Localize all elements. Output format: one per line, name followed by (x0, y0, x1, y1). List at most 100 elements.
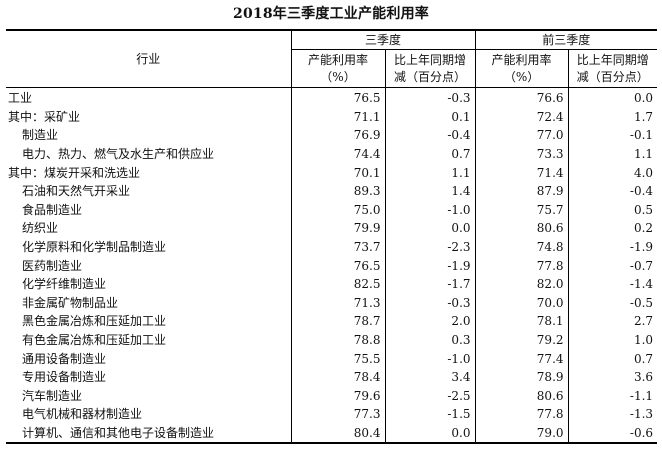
cell-first3-change: -1.9 (567, 237, 658, 257)
cell-first3-rate: 79.0 (474, 423, 569, 445)
cell-q3-rate: 71.3 (290, 293, 385, 313)
cell-first3-change: 0.2 (567, 219, 658, 238)
cell-industry-name: 非金属矿物制品业 (22, 295, 119, 310)
cell-q3-rate: 82.5 (290, 274, 385, 294)
table-row: 非金属矿物制品业 71.3 -0.3 70.0 -0.5 (6, 293, 658, 313)
cell-q3-rate: 80.4 (290, 423, 385, 445)
cell-first3-change: -1.1 (567, 386, 658, 406)
cell-first3-change: 1.1 (567, 144, 658, 164)
cell-industry-name: 其中：煤炭开采和洗选业 (8, 165, 141, 180)
cell-first3-change: 2.7 (567, 312, 658, 331)
cell-q3-change: -1.7 (384, 274, 476, 294)
cell-first3-change: 3.6 (567, 367, 658, 387)
cell-q3-rate: 75.0 (290, 200, 385, 220)
cell-q3-rate: 75.5 (290, 349, 385, 368)
cell-industry-name: 化学原料和化学制品制造业 (22, 240, 167, 255)
table-row: 化学纤维制造业 82.5 -1.7 82.0 -1.4 (6, 274, 658, 294)
cell-industry-name: 工业 (8, 91, 33, 106)
table-row: 化学原料和化学制品制造业 73.7 -2.3 74.8 -1.9 (6, 237, 658, 257)
cell-q3-change: 0.0 (384, 423, 476, 445)
cell-q3-change: -1.0 (384, 349, 476, 368)
cell-q3-change: 0.3 (384, 330, 476, 350)
cell-first3-change: -0.7 (567, 256, 658, 275)
cell-q3-rate: 71.1 (290, 107, 385, 127)
cell-q3-rate: 78.8 (290, 330, 385, 350)
cell-q3-change: -2.3 (384, 237, 476, 257)
cell-q3-rate: 89.3 (290, 181, 385, 201)
cell-q3-rate: 76.5 (290, 256, 385, 275)
cell-q3-change: 0.1 (384, 107, 476, 127)
table-row: 电气机械和器材制造业 77.3 -1.5 77.8 -1.3 (6, 405, 658, 424)
header-q3: 三季度 (290, 29, 476, 50)
header-first3: 前三季度 (474, 29, 658, 50)
cell-industry-name: 石油和天然气开采业 (22, 184, 131, 199)
cell-first3-rate: 75.7 (474, 200, 569, 220)
table-row: 有色金属冶炼和压延加工业 78.8 0.3 79.2 1.0 (6, 330, 658, 350)
cell-first3-rate: 73.3 (474, 144, 569, 164)
cell-q3-rate: 74.4 (290, 144, 385, 164)
capacity-utilization-table: 行业 三季度 前三季度 产能利用率 （%） 比上年同期增 减（百分点） 产能利用… (6, 29, 658, 445)
table-row: 计算机、通信和其他电子设备制造业 80.4 0.0 79.0 -0.6 (6, 423, 658, 445)
table-row: 电力、热力、燃气及水生产和供应业 74.4 0.7 73.3 1.1 (6, 144, 658, 164)
cell-q3-change: 0.7 (384, 144, 476, 164)
cell-industry-name: 电气机械和器材制造业 (22, 407, 143, 422)
cell-industry-name: 制造业 (22, 128, 59, 143)
cell-first3-rate: 76.6 (474, 87, 569, 108)
header-first3-change-line2: 减（百分点） (576, 69, 649, 84)
cell-q3-rate: 79.6 (290, 386, 385, 406)
cell-q3-change: 1.1 (384, 163, 476, 182)
table-row: 汽车制造业 79.6 -2.5 80.6 -1.1 (6, 386, 658, 406)
header-industry: 行业 (6, 29, 291, 88)
cell-first3-rate: 77.0 (474, 126, 569, 145)
cell-first3-rate: 77.8 (474, 256, 569, 275)
cell-industry-name: 黑色金属冶炼和压延加工业 (22, 314, 167, 329)
header-q3-change-line2: 减（百分点） (394, 69, 467, 84)
cell-first3-rate: 77.4 (474, 349, 569, 368)
header-q3-change-line1: 比上年同期增 (394, 52, 467, 67)
cell-q3-change: -1.9 (384, 256, 476, 275)
cell-q3-rate: 76.5 (290, 87, 385, 108)
cell-q3-change: 1.4 (384, 181, 476, 201)
header-first3-rate-line2: （%） (503, 69, 540, 84)
cell-first3-change: -1.3 (567, 405, 658, 424)
table-row: 工业 76.5 -0.3 76.6 0.0 (6, 87, 658, 108)
table-row: 制造业 76.9 -0.4 77.0 -0.1 (6, 126, 658, 145)
cell-industry-name: 汽车制造业 (22, 388, 83, 403)
cell-q3-rate: 79.9 (290, 219, 385, 238)
cell-first3-rate: 87.9 (474, 181, 569, 201)
table-title: 2018年三季度工业产能利用率 (233, 6, 429, 22)
cell-first3-rate: 82.0 (474, 274, 569, 294)
cell-q3-change: -1.0 (384, 200, 476, 220)
header-q3-change: 比上年同期增 减（百分点） (384, 49, 476, 88)
cell-q3-rate: 78.4 (290, 367, 385, 387)
header-first3-change: 比上年同期增 减（百分点） (567, 49, 658, 88)
cell-q3-change: -0.3 (384, 293, 476, 313)
table-row: 通用设备制造业 75.5 -1.0 77.4 0.7 (6, 349, 658, 368)
table-row: 纺织业 79.9 0.0 80.6 0.2 (6, 219, 658, 238)
cell-q3-rate: 78.7 (290, 312, 385, 331)
cell-q3-rate: 70.1 (290, 163, 385, 182)
table-row: 食品制造业 75.0 -1.0 75.7 0.5 (6, 200, 658, 220)
cell-first3-change: -0.1 (567, 126, 658, 145)
table-row: 医药制造业 76.5 -1.9 77.8 -0.7 (6, 256, 658, 275)
cell-first3-change: -1.4 (567, 274, 658, 294)
cell-industry-name: 计算机、通信和其他电子设备制造业 (6, 423, 291, 445)
cell-q3-change: 3.4 (384, 367, 476, 387)
header-q3-rate-line1: 产能利用率 (307, 52, 368, 67)
cell-industry-name: 纺织业 (22, 221, 59, 236)
cell-first3-rate: 80.6 (474, 219, 569, 238)
cell-industry-name: 电力、热力、燃气及水生产和供应业 (22, 147, 215, 162)
cell-q3-rate: 76.9 (290, 126, 385, 145)
cell-industry-name: 其中：采矿业 (8, 109, 81, 124)
cell-first3-change: 0.5 (567, 200, 658, 220)
header-q3-rate: 产能利用率 （%） (290, 49, 385, 88)
cell-first3-rate: 72.4 (474, 107, 569, 127)
cell-q3-change: 2.0 (384, 312, 476, 331)
cell-q3-rate: 77.3 (290, 405, 385, 424)
cell-first3-rate: 78.1 (474, 312, 569, 331)
cell-industry-name: 食品制造业 (22, 202, 83, 217)
header-first3-change-line1: 比上年同期增 (576, 52, 649, 67)
cell-q3-change: -0.3 (384, 87, 476, 108)
cell-industry-name: 通用设备制造业 (22, 351, 107, 366)
cell-first3-rate: 77.8 (474, 405, 569, 424)
